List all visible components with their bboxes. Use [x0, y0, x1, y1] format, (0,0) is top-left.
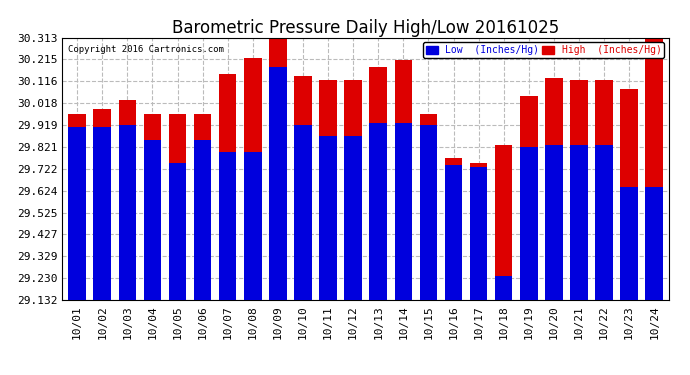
- Bar: [119, 100, 136, 300]
- Bar: [244, 152, 262, 300]
- Legend: Low  (Inches/Hg), High  (Inches/Hg): Low (Inches/Hg), High (Inches/Hg): [423, 42, 664, 58]
- Bar: [545, 78, 562, 300]
- Bar: [470, 167, 487, 300]
- Bar: [369, 123, 387, 300]
- Bar: [344, 80, 362, 300]
- Bar: [144, 114, 161, 300]
- Bar: [395, 60, 412, 300]
- Bar: [445, 165, 462, 300]
- Bar: [395, 123, 412, 300]
- Bar: [420, 114, 437, 300]
- Bar: [645, 187, 663, 300]
- Bar: [244, 58, 262, 300]
- Bar: [570, 80, 588, 300]
- Bar: [420, 125, 437, 300]
- Bar: [269, 38, 286, 300]
- Bar: [570, 145, 588, 300]
- Bar: [470, 163, 487, 300]
- Bar: [269, 67, 286, 300]
- Bar: [319, 136, 337, 300]
- Bar: [119, 125, 136, 300]
- Bar: [595, 80, 613, 300]
- Bar: [595, 145, 613, 300]
- Bar: [219, 74, 237, 300]
- Bar: [93, 109, 111, 300]
- Text: Copyright 2016 Cartronics.com: Copyright 2016 Cartronics.com: [68, 45, 224, 54]
- Bar: [68, 114, 86, 300]
- Bar: [520, 147, 538, 300]
- Bar: [520, 96, 538, 300]
- Bar: [344, 136, 362, 300]
- Bar: [169, 114, 186, 300]
- Bar: [495, 145, 513, 300]
- Bar: [294, 76, 312, 300]
- Title: Barometric Pressure Daily High/Low 20161025: Barometric Pressure Daily High/Low 20161…: [172, 20, 560, 38]
- Bar: [495, 276, 513, 300]
- Bar: [194, 114, 211, 300]
- Bar: [319, 80, 337, 300]
- Bar: [294, 125, 312, 300]
- Bar: [645, 38, 663, 300]
- Bar: [194, 140, 211, 300]
- Bar: [144, 140, 161, 300]
- Bar: [620, 89, 638, 300]
- Bar: [369, 67, 387, 300]
- Bar: [68, 127, 86, 300]
- Bar: [219, 152, 237, 300]
- Bar: [169, 163, 186, 300]
- Bar: [620, 187, 638, 300]
- Bar: [545, 145, 562, 300]
- Bar: [445, 158, 462, 300]
- Bar: [93, 127, 111, 300]
